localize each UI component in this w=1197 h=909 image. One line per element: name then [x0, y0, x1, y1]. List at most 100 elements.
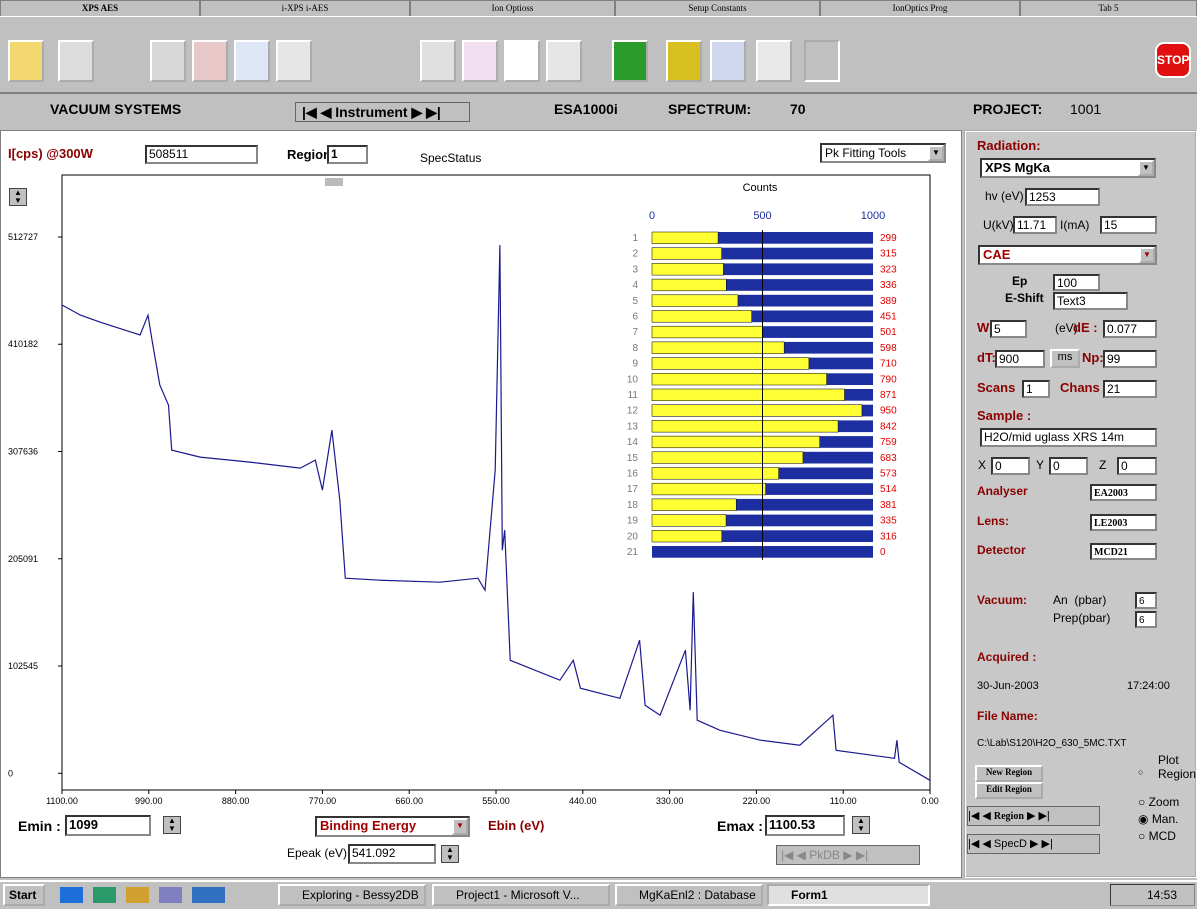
tab[interactable]: Setup Constants	[615, 0, 820, 16]
tool-button[interactable]	[234, 40, 270, 82]
tab[interactable]: Ion Optioss	[410, 0, 615, 16]
traffic-light-button[interactable]	[666, 40, 702, 82]
blank-button[interactable]	[804, 40, 840, 82]
radio-button[interactable]: ○ Zoom	[1138, 795, 1179, 809]
bar-value-label: 759	[880, 437, 897, 448]
x-field[interactable]: 0	[991, 457, 1030, 475]
chans-field[interactable]: 21	[1103, 380, 1157, 398]
tab[interactable]: XPS AES	[0, 0, 200, 16]
analyser-field[interactable]: EA2003	[1090, 484, 1157, 501]
intensity-field[interactable]: 508511	[145, 145, 258, 164]
task-button[interactable]: Project1 - Microsoft V...	[432, 884, 610, 906]
screen: {"tabs":["XPS AES","i-XPS i-AES","Ion Op…	[0, 0, 1197, 909]
label: Analyser	[977, 484, 1028, 498]
detector-field[interactable]: MCD21	[1090, 543, 1157, 560]
y-field[interactable]: 0	[1049, 457, 1088, 475]
radio-button[interactable]: ○	[1138, 767, 1143, 777]
region-field[interactable]: 1	[327, 145, 368, 164]
task-button[interactable]: Form1	[767, 884, 930, 906]
check-button[interactable]	[504, 40, 540, 82]
ep-field[interactable]: 100	[1053, 274, 1100, 291]
navigator-label: Region	[994, 811, 1024, 822]
i-field[interactable]: 15	[1100, 216, 1157, 234]
epeak-spin[interactable]: ▲▼	[441, 845, 459, 863]
tool-button[interactable]	[192, 40, 228, 82]
sample-field[interactable]: H2O/mid uglass XRS 14m	[980, 428, 1157, 447]
bar	[652, 405, 862, 417]
np-field[interactable]: 99	[1103, 350, 1157, 368]
quick-launch[interactable]	[60, 887, 225, 903]
bar-value-label: 299	[880, 233, 897, 244]
bar-value-label: 389	[880, 296, 897, 307]
radio-label: Zoom	[1149, 795, 1180, 809]
bar	[652, 311, 752, 323]
save-button[interactable]	[58, 40, 94, 82]
inset-tick-label: 500	[753, 210, 771, 222]
emin-field[interactable]: 1099	[65, 815, 151, 836]
tool-button[interactable]	[276, 40, 312, 82]
epeak-field[interactable]: 541.092	[348, 844, 436, 864]
radio-button[interactable]: ◉ Man.	[1138, 812, 1179, 826]
emin-spin[interactable]: ▲▼	[163, 816, 181, 834]
traffic-light-button[interactable]	[612, 40, 648, 82]
tool-button[interactable]	[150, 40, 186, 82]
bar-category: 21	[627, 547, 639, 558]
eshift-field[interactable]: Text3	[1053, 292, 1128, 310]
chart-button[interactable]	[462, 40, 498, 82]
tool-button[interactable]	[420, 40, 456, 82]
prep-field[interactable]: 6	[1135, 611, 1157, 628]
region-navigator[interactable]: |◀ ◀ Region ▶ ▶|	[967, 806, 1100, 826]
new-region-button[interactable]: New Region	[975, 765, 1043, 782]
label: Vacuum:	[977, 593, 1027, 607]
tab[interactable]: i-XPS i-AES	[200, 0, 410, 16]
an-field[interactable]: 6	[1135, 592, 1157, 609]
dropdown-text: CAE	[983, 247, 1010, 262]
x-tick-label: 1100.00	[46, 796, 78, 806]
spec-navigator[interactable]: |◀ ◀ SpecD ▶ ▶|	[967, 834, 1100, 854]
label: Scans	[977, 380, 1015, 395]
task-button[interactable]: MgKaEnl2 : Database	[615, 884, 763, 906]
bar	[652, 326, 763, 338]
tool-button[interactable]	[710, 40, 746, 82]
navigator-label: Instrument	[335, 104, 407, 120]
mode-dropdown[interactable]: CAE▼	[978, 245, 1157, 265]
stop-button[interactable]: STOP	[1155, 42, 1191, 78]
emin-label: Emin :	[18, 818, 61, 834]
u-field[interactable]: 11.71	[1013, 216, 1057, 234]
z-field[interactable]: 0	[1117, 457, 1157, 475]
task-button[interactable]: Exploring - Bessy2DB	[278, 884, 426, 906]
instrument-navigator[interactable]: |◀ ◀ Instrument ▶ ▶|	[295, 102, 470, 122]
bar-value-label: 323	[880, 264, 897, 275]
de-field[interactable]: 0.077	[1103, 320, 1157, 338]
ms-button[interactable]: ms	[1050, 349, 1080, 368]
emax-field[interactable]: 1100.53	[765, 815, 845, 836]
tab[interactable]: Tab 5	[1020, 0, 1197, 16]
edit-region-button[interactable]: Edit Region	[975, 782, 1043, 799]
bar-category: 1	[632, 233, 638, 244]
scans-field[interactable]: 1	[1022, 380, 1050, 398]
hv-field[interactable]: 1253	[1025, 188, 1100, 206]
radio-button[interactable]: ○ MCD	[1138, 829, 1176, 843]
start-button[interactable]: Start	[3, 884, 45, 906]
y-spin[interactable]: ▲▼	[9, 188, 27, 206]
tab[interactable]: IonOptics Prog	[820, 0, 1020, 16]
energy-mode-dropdown[interactable]: Binding Energy▼	[315, 816, 470, 837]
system-tray: 14:53	[1110, 884, 1195, 906]
x-tick-label: 550.00	[482, 796, 510, 806]
open-button[interactable]	[8, 40, 44, 82]
pkdb-navigator[interactable]: |◀ ◀ PkDB ▶ ▶|	[776, 845, 920, 865]
bar	[652, 420, 838, 432]
dt-field[interactable]: 900	[995, 350, 1045, 368]
bar-category: 11	[628, 390, 639, 401]
fitting-tools-dropdown[interactable]: Pk Fitting Tools▼	[820, 143, 946, 163]
clock-button[interactable]	[756, 40, 792, 82]
lens-field[interactable]: LE2003	[1090, 514, 1157, 531]
wf-field[interactable]: 5	[990, 320, 1027, 338]
radiation-dropdown[interactable]: XPS MgKa▼	[980, 158, 1156, 178]
label: I(mA)	[1060, 218, 1089, 232]
tool-button[interactable]	[546, 40, 582, 82]
bar-value-label: 598	[880, 343, 897, 354]
emax-spin[interactable]: ▲▼	[852, 816, 870, 834]
clock: 14:53	[1147, 888, 1177, 902]
bar-value-label: 842	[880, 421, 897, 432]
